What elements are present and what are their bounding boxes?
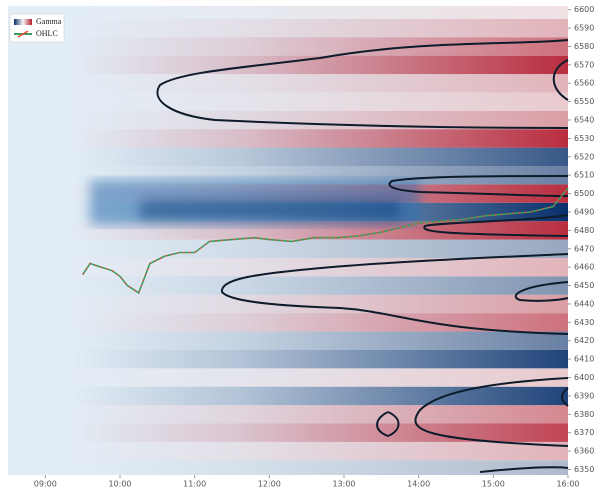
y-tick-label: 6540 [574,116,594,125]
heat-cell [68,368,568,387]
heat-cell [68,257,568,277]
y-tick-label: 6420 [574,336,594,345]
heat-cell [68,166,568,185]
y-tick-label: 6500 [574,189,594,198]
heat-cell [68,423,568,442]
legend-swatch [17,30,29,38]
y-tick-label: 6380 [574,410,594,419]
contours [156,39,569,473]
y-tick-label: 6430 [574,318,594,327]
y-tick-label: 6470 [574,244,594,253]
x-tick-label: 10:00 [108,480,131,489]
x-tick-label: 12:00 [258,480,281,489]
y-tick-label: 6510 [574,171,594,180]
y-tick-label: 6520 [574,152,594,161]
heat-cell [68,92,568,111]
y-tick-label: 6410 [574,355,594,364]
heat-cell [68,441,568,461]
y-tick-label: 6370 [574,428,594,437]
heat-cell [68,110,568,130]
heat-cell [68,55,568,75]
y-tick-label: 6530 [574,134,594,143]
legend-swatch [14,19,32,25]
heat-cell [68,18,568,38]
heat-cell [68,386,568,406]
legend-box [9,13,65,43]
heatmap [68,6,568,475]
y-tick-label: 6400 [574,373,594,382]
x-tick-label: 15:00 [482,480,505,489]
heat-shading [90,180,420,225]
y-tick-label: 6560 [574,79,594,88]
x-tick-label: 09:00 [34,480,57,489]
heat-cell [68,349,568,369]
heat-cell [68,6,568,19]
heat-cell [68,294,568,314]
y-tick-label: 6490 [574,207,594,216]
x-tick-label: 14:00 [407,480,430,489]
price-line-overlay [82,187,569,294]
heat-cell [68,37,568,56]
heat-cell [68,276,568,295]
y-tick-label: 6440 [574,299,594,308]
y-tick-label: 6570 [574,60,594,69]
y-tick-label: 6460 [574,263,594,272]
legend: Gamma OHLC [9,13,65,43]
y-tick-label: 6350 [574,465,594,474]
heat-cell [68,460,568,475]
heat-cell [68,313,568,332]
y-tick-label: 6580 [574,42,594,51]
y-tick-label: 6360 [574,447,594,456]
y-tick-label: 6480 [574,226,594,235]
y-tick-label: 6600 [574,5,594,14]
heat-cell [68,405,568,424]
y-tick-label: 6450 [574,281,594,290]
heat-cell [68,331,568,350]
x-tick-label: 11:00 [183,480,206,489]
heat-cell [68,221,568,240]
y-tick-label: 6590 [574,24,594,33]
heat-cell [68,239,568,258]
x-tick-label: 16:00 [556,480,579,489]
y-tick-label: 6550 [574,97,594,106]
y-tick-label: 6390 [574,391,594,400]
heat-cell [68,74,568,93]
heat-cell [68,147,568,167]
heat-cell [68,129,568,148]
legend-label: Gamma [36,17,62,26]
axes: 6350 6360 6370 6380 6390 6400 6410 6420 6430 6440… [34,5,595,488]
x-tick-label: 13:00 [332,480,355,489]
legend-label: OHLC [36,29,58,38]
